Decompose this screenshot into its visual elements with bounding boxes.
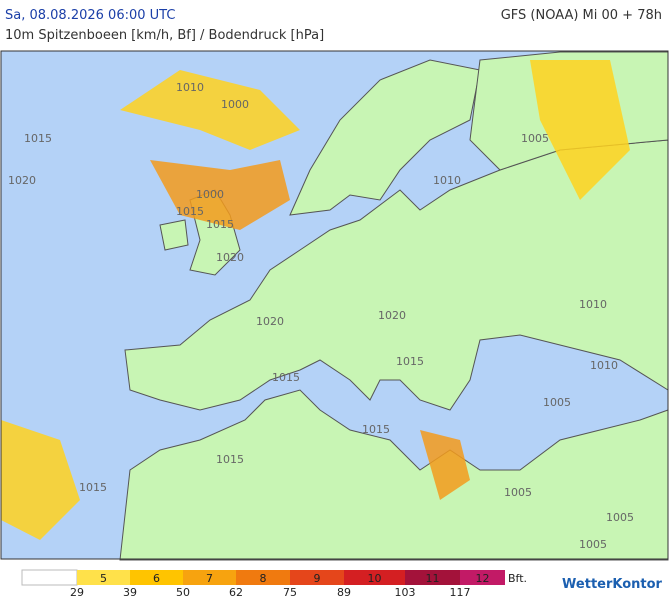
legend-box (460, 570, 505, 585)
beaufort-label: 10 (368, 572, 382, 585)
gust-area (530, 60, 630, 200)
map-subtitle: 10m Spitzenboeen [km/h, Bf] / Bodendruck… (5, 28, 324, 43)
legend-box-calm (21, 569, 78, 586)
isobar-label: 1005 (543, 396, 571, 409)
beaufort-label: 8 (260, 572, 267, 585)
kmh-label: 29 (70, 586, 84, 599)
isobar-label: 1005 (521, 132, 549, 145)
kmh-label: 62 (229, 586, 243, 599)
gust-area (150, 160, 290, 230)
map-frame (0, 50, 669, 560)
beaufort-label: 7 (206, 572, 213, 585)
isobar-label: 1015 (176, 205, 204, 218)
isobar-label: 1010 (176, 81, 204, 94)
gust-area (120, 70, 300, 150)
land-ireland (159, 219, 189, 251)
beaufort-label: 9 (314, 572, 321, 585)
isobar-label: 1020 (216, 251, 244, 264)
gust-area (420, 430, 470, 500)
isobar-label: 1015 (272, 371, 300, 384)
beaufort-label: 12 (476, 572, 490, 585)
legend-box (236, 570, 290, 585)
kmh-label: 50 (176, 586, 190, 599)
isobar-label: 1005 (606, 511, 634, 524)
isobar-label: 1015 (396, 355, 424, 368)
beaufort-label: 6 (153, 572, 160, 585)
isobar-label: 1010 (579, 298, 607, 311)
legend-box (77, 570, 130, 585)
legend: 5 29 6 39 7 50 8 62 9 75 10 89 11 103 12 117 Bft. (21, 569, 527, 599)
land-africa-middle-east (119, 389, 669, 561)
land-scandinavia (289, 59, 481, 216)
kmh-label: 39 (123, 586, 137, 599)
isobar-label: 1015 (79, 481, 107, 494)
beaufort-label: 11 (426, 572, 440, 585)
isobar-label: 1020 (256, 315, 284, 328)
kmh-label: 117 (450, 586, 471, 599)
isobar-label: 1005 (504, 486, 532, 499)
isobar-label: 1010 (433, 174, 461, 187)
land-europe (124, 139, 669, 411)
isobar-label: 1010 (590, 359, 618, 372)
logo: WetterKontor (562, 577, 663, 592)
map (0, 50, 669, 561)
beaufort-label: 5 (100, 572, 107, 585)
model-run: GFS (NOAA) Mi 00 + 78h (501, 8, 662, 23)
isobar-label: 1020 (378, 309, 406, 322)
isobar-label: 1015 (362, 423, 390, 436)
legend-box (405, 570, 460, 585)
isobar-label: 1015 (24, 132, 52, 145)
isobar-label: 1000 (196, 188, 224, 201)
isobar-label: 1000 (221, 98, 249, 111)
isobar-labels: 1010100010151020100010151015102010101005… (8, 81, 634, 551)
legend-unit: Bft. (508, 572, 527, 585)
isobar-label: 1005 (579, 538, 607, 551)
forecast-date: Sa, 08.08.2026 06:00 UTC (5, 8, 175, 23)
legend-box (290, 570, 344, 585)
isobar-label: 1015 (206, 218, 234, 231)
kmh-label: 103 (395, 586, 416, 599)
legend-box (130, 570, 183, 585)
kmh-label: 89 (337, 586, 351, 599)
legend-box (344, 570, 405, 585)
isobar-label: 1015 (216, 453, 244, 466)
legend-box (183, 570, 236, 585)
isobar-label: 1020 (8, 174, 36, 187)
kmh-label: 75 (283, 586, 297, 599)
gust-area (1, 420, 80, 540)
